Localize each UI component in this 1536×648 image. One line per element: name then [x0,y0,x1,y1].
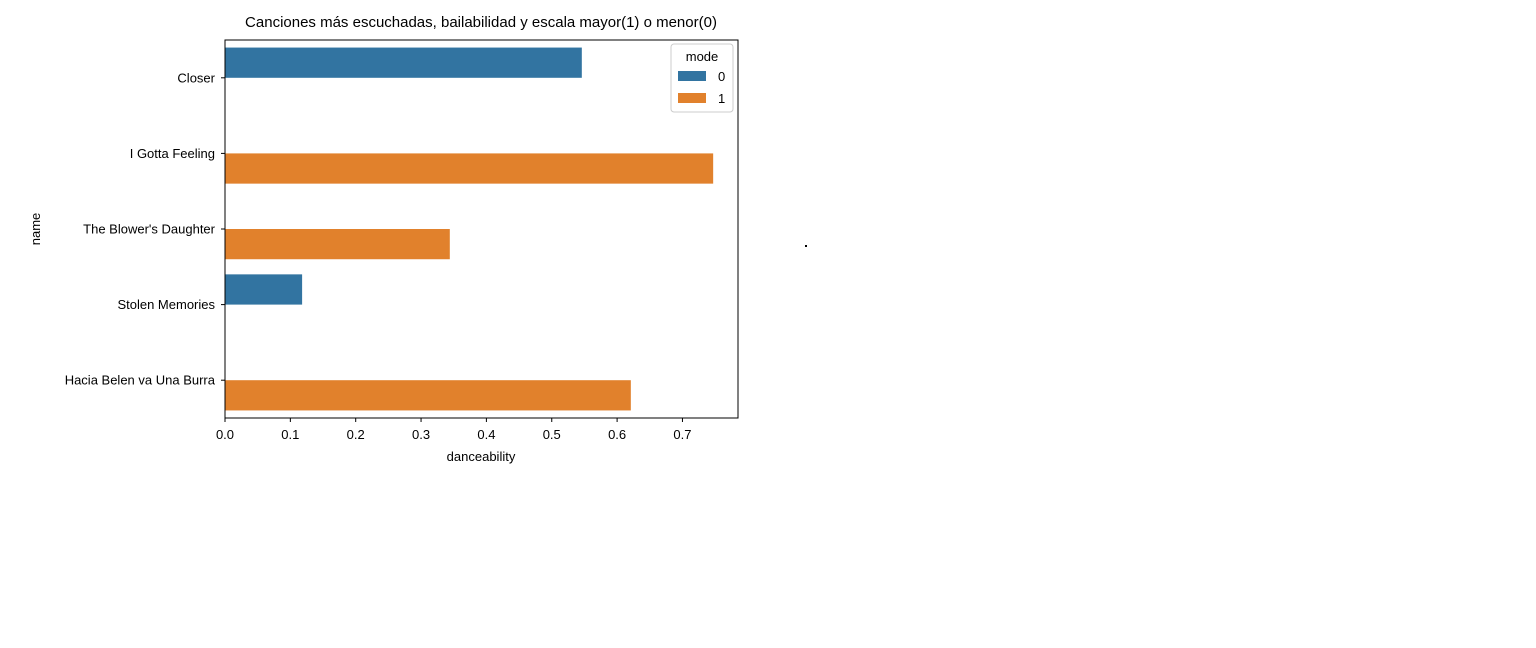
bars-layer [225,47,714,411]
chart-title: Canciones más escuchadas, bailabilidad y… [245,14,717,31]
bar-stolen-memories-mode-0 [225,274,303,305]
legend-swatch-mode-0 [678,71,706,81]
y-tick-label: I Gotta Feeling [130,146,215,161]
x-tick-label: 0.2 [347,427,365,442]
bar-closer-mode-0 [225,47,582,78]
x-tick-label: 0.0 [216,427,234,442]
x-tick-label: 0.4 [477,427,495,442]
x-tick-label: 0.6 [608,427,626,442]
legend-title: mode [686,49,719,64]
y-tick-label: Hacia Belen va Una Burra [65,373,216,388]
legend-swatch-mode-1 [678,93,706,103]
stray-dot [805,245,807,247]
y-ticks: Closer I Gotta Feeling The Blower's Daught… [65,70,225,388]
y-tick-label: Stolen Memories [117,297,215,312]
x-tick-label: 0.7 [673,427,691,442]
bar-hacia-belen-va-una-burra-mode-1 [225,380,631,411]
y-tick-label: The Blower's Daughter [83,222,215,237]
legend-label-mode-1: 1 [718,91,725,106]
legend-label-mode-0: 0 [718,69,725,84]
x-tick-label: 0.1 [281,427,299,442]
y-tick-label: Closer [177,70,215,85]
x-tick-label: 0.3 [412,427,430,442]
legend: mode 0 1 [670,43,734,113]
x-axis-label: danceability [447,449,516,464]
x-tick-label: 0.5 [543,427,561,442]
bar-i-gotta-feeling-mode-1 [225,153,714,184]
x-ticks: 0.0 0.1 0.2 0.3 0.4 0.5 0.6 0.7 [216,418,691,442]
y-axis-label: name [28,213,43,246]
bar-the-blower-s-daughter-mode-1 [225,229,450,260]
